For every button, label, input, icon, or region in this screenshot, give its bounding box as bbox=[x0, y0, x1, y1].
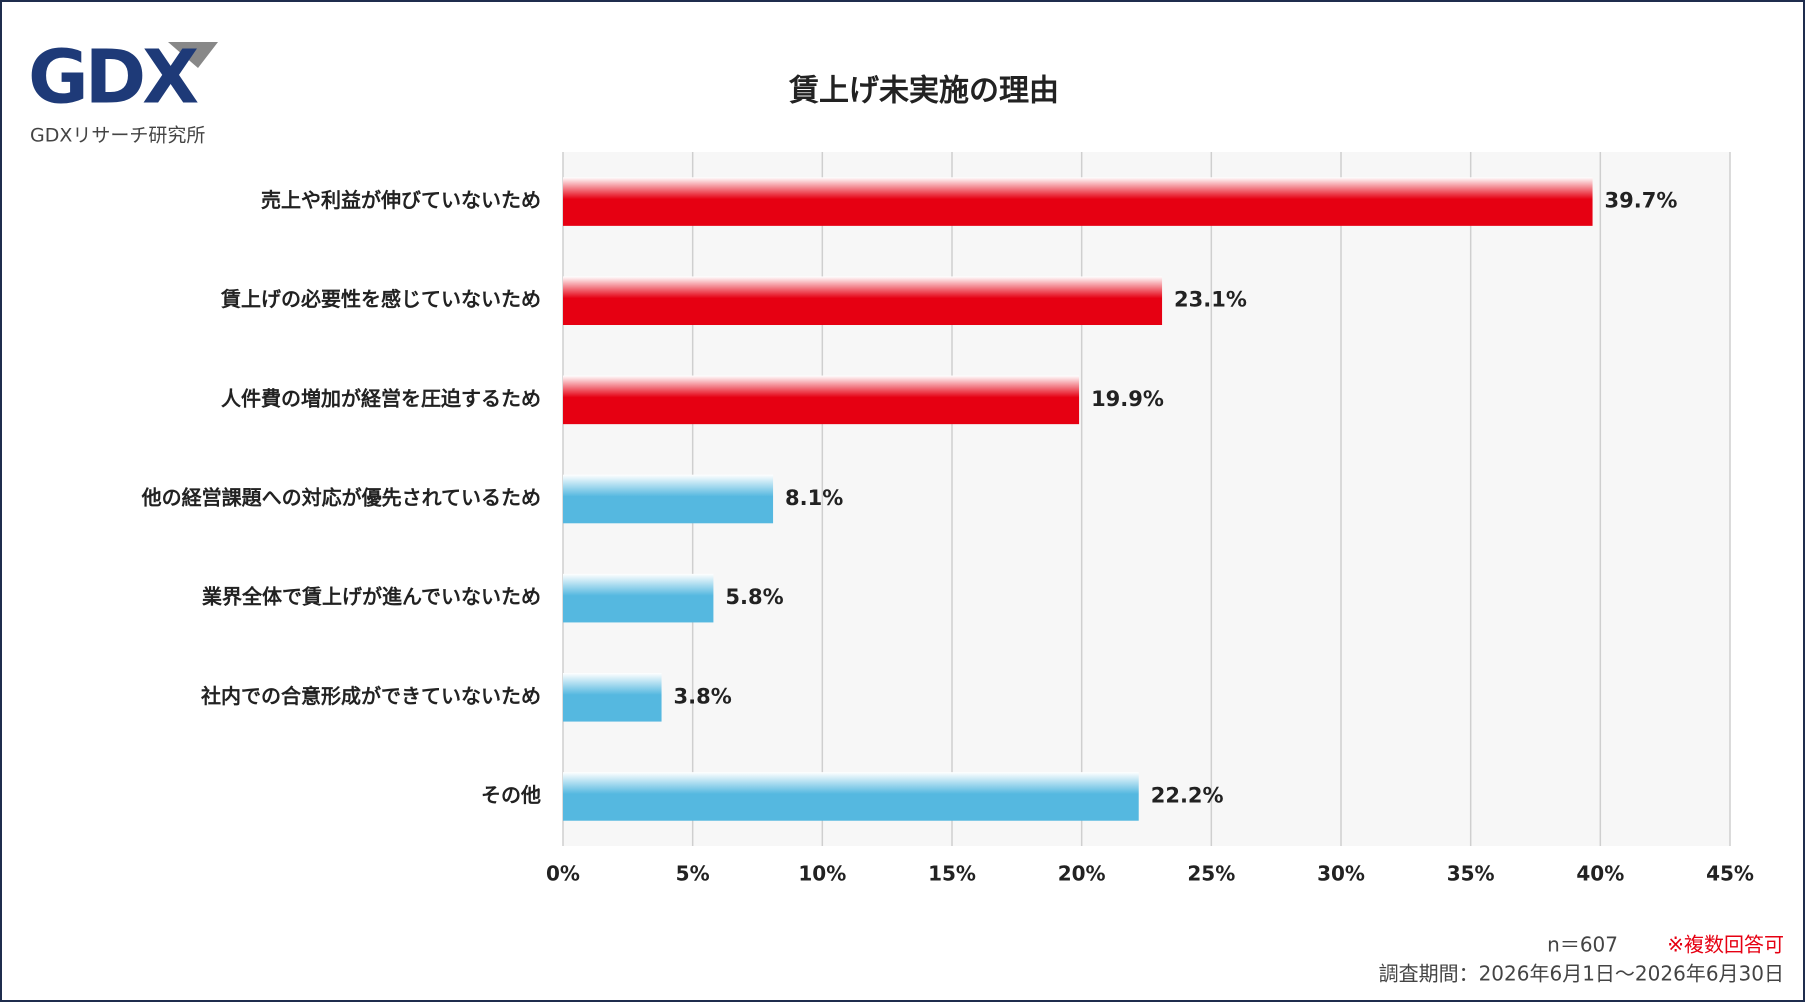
bar bbox=[563, 177, 1593, 226]
bar bbox=[563, 276, 1163, 326]
logo-mark: GDX bbox=[28, 35, 198, 121]
bar bbox=[563, 672, 662, 722]
y-tick-label: 社内での合意形成ができていないため bbox=[200, 684, 541, 708]
x-tick-label: 35% bbox=[1447, 862, 1495, 886]
x-tick-label: 20% bbox=[1058, 862, 1106, 886]
bar bbox=[563, 375, 1080, 425]
value-label: 5.8% bbox=[725, 585, 783, 609]
logo-text: GDXリサーチ研究所 bbox=[30, 125, 205, 147]
value-label: 3.8% bbox=[674, 684, 732, 708]
x-tick-label: 15% bbox=[928, 862, 976, 886]
x-tick-label: 45% bbox=[1706, 862, 1754, 886]
x-tick-label: 30% bbox=[1317, 862, 1365, 886]
chart-title: 賃上げ未実施の理由 bbox=[788, 74, 1059, 109]
x-tick-label: 0% bbox=[546, 862, 580, 886]
multiple-answer-note: ※複数回答可 bbox=[1667, 933, 1784, 957]
value-label: 8.1% bbox=[785, 486, 843, 510]
value-label: 23.1% bbox=[1174, 288, 1247, 312]
x-tick-label: 10% bbox=[798, 862, 846, 886]
y-tick-label: 業界全体で賃上げが進んでいないため bbox=[202, 585, 541, 609]
value-label: 22.2% bbox=[1151, 783, 1224, 807]
bar bbox=[563, 573, 714, 623]
x-tick-label: 25% bbox=[1187, 862, 1235, 886]
bar bbox=[563, 474, 774, 524]
x-tick-label: 5% bbox=[676, 862, 710, 886]
sample-size: n＝607 bbox=[1547, 933, 1618, 957]
x-tick-label: 40% bbox=[1576, 862, 1624, 886]
bar bbox=[563, 772, 1139, 821]
value-label: 19.9% bbox=[1091, 387, 1164, 411]
y-tick-label: 他の経営課題への対応が優先されているため bbox=[141, 486, 541, 510]
logo-chevron bbox=[168, 42, 218, 68]
y-tick-label: 賃上げの必要性を感じていないため bbox=[220, 287, 541, 311]
y-tick-label: 売上や利益が伸びていないため bbox=[261, 188, 541, 212]
value-label: 39.7% bbox=[1605, 189, 1678, 213]
survey-period: 調査期間：2026年6月1日～2026年6月30日 bbox=[1379, 962, 1784, 986]
y-tick-label: 人件費の増加が経営を圧迫するため bbox=[221, 386, 541, 410]
y-tick-label: その他 bbox=[481, 783, 541, 807]
